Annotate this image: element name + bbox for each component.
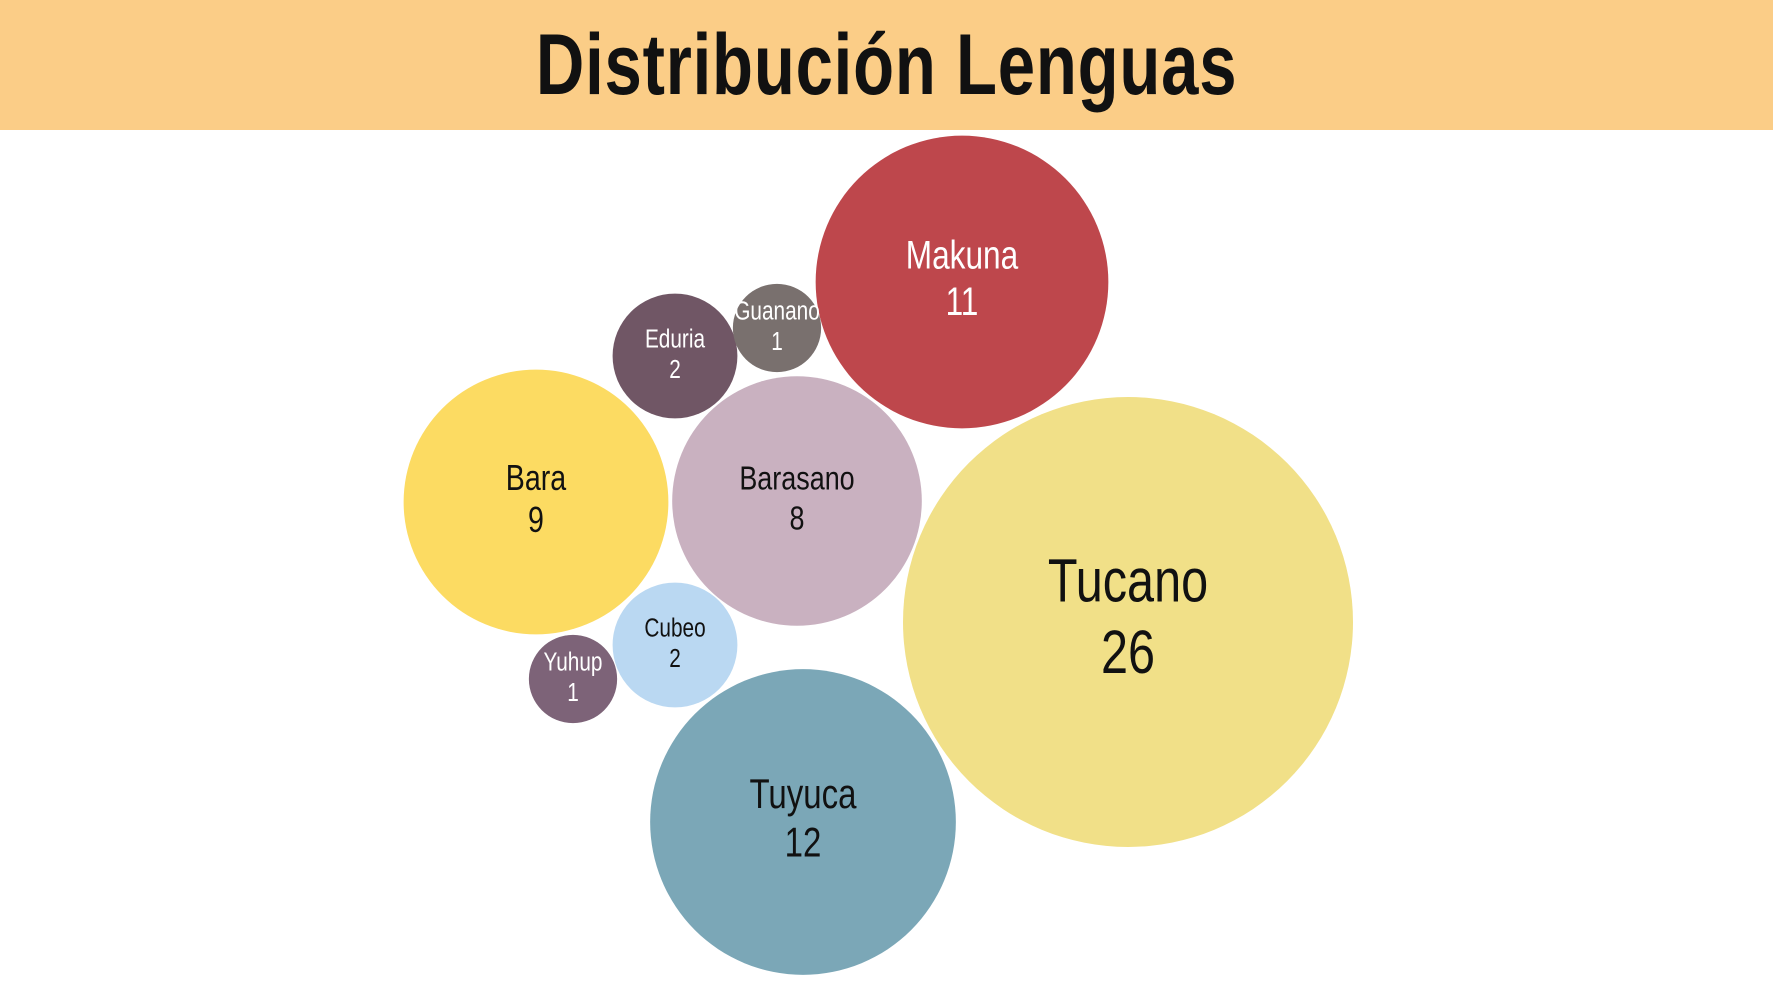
bubble-makuna-name: Makuna: [906, 233, 1019, 277]
bubble-bara-value: 9: [528, 500, 544, 540]
bubble-barasano-circle: [672, 376, 922, 626]
bubble-guanano-name: Guanano: [734, 296, 820, 325]
title-bar: Distribución Lenguas: [0, 0, 1773, 130]
bubble-cubeo-circle: [612, 582, 738, 708]
bubble-guanano-value: 1: [771, 327, 783, 356]
bubble-tucano-value: 26: [1101, 618, 1155, 686]
bubble-barasano-value: 8: [790, 499, 805, 537]
bubble-tuyuca-value: 12: [785, 819, 822, 865]
bubble-yuhup-circle: [528, 634, 618, 724]
bubble-eduria-name: Eduria: [645, 324, 706, 353]
chart-title: Distribución Lenguas: [535, 16, 1238, 113]
bubble-makuna-value: 11: [946, 280, 979, 324]
bubble-eduria-circle: [612, 293, 738, 419]
bubble-cubeo-value: 2: [669, 644, 681, 673]
bubble-tuyuca-name: Tuyuca: [749, 771, 856, 817]
bubble-barasano-name: Barasano: [739, 460, 854, 498]
bubble-tuyuca-circle: [650, 669, 956, 975]
bubble-cubeo-name: Cubeo: [644, 613, 705, 642]
bubble-eduria-value: 2: [669, 355, 681, 384]
bubble-makuna-circle: [815, 135, 1109, 429]
bubble-yuhup-name: Yuhup: [544, 647, 603, 676]
bubble-tucano-circle: [903, 397, 1353, 847]
bubble-yuhup-value: 1: [567, 678, 579, 707]
bubble-tucano-name: Tucano: [1048, 546, 1208, 614]
bubble-bara-circle: [403, 369, 669, 635]
bubble-bara-name: Bara: [506, 458, 566, 498]
bubble-guanano-circle: [732, 283, 822, 373]
